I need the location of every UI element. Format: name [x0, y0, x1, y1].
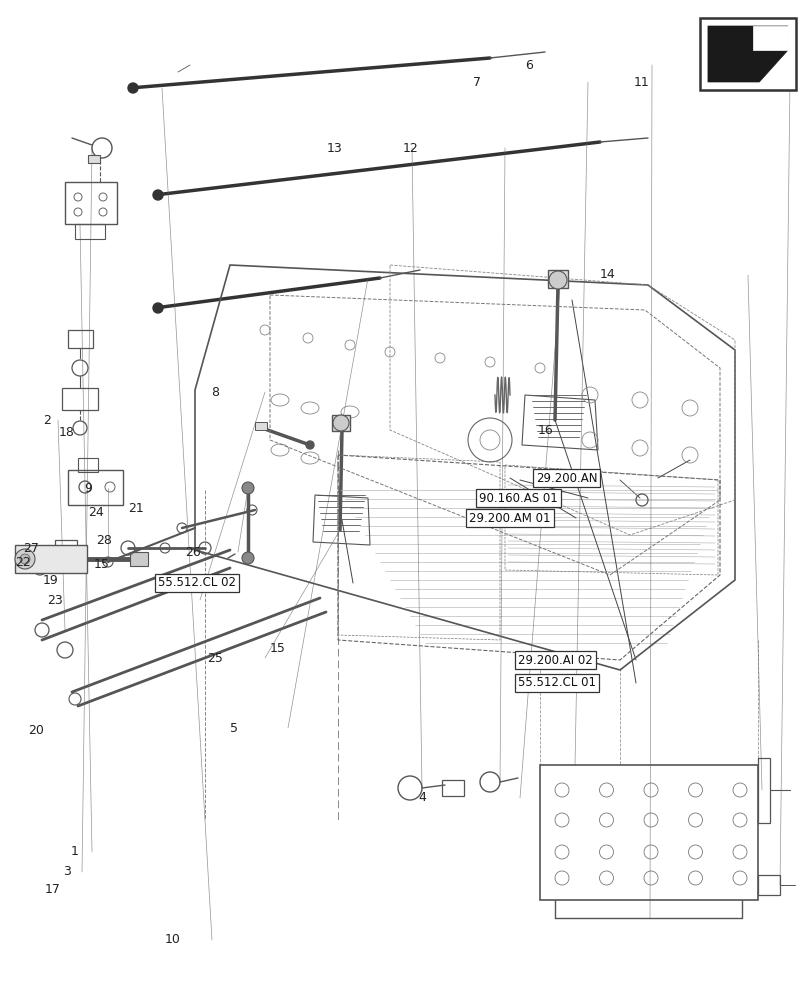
- Circle shape: [20, 554, 30, 564]
- Text: 4: 4: [418, 791, 426, 804]
- Text: 5: 5: [230, 722, 238, 734]
- Text: 11: 11: [633, 76, 649, 89]
- Text: 1: 1: [71, 845, 79, 858]
- Circle shape: [128, 83, 138, 93]
- Bar: [255, 422, 267, 430]
- Bar: [332, 415, 350, 431]
- Bar: [15, 545, 87, 573]
- Bar: [68, 330, 93, 348]
- Text: 26: 26: [185, 546, 201, 558]
- Text: 55.512.CL 02: 55.512.CL 02: [158, 576, 236, 589]
- Text: 29.200.AN: 29.200.AN: [535, 472, 597, 485]
- Text: 23: 23: [47, 593, 63, 606]
- Text: 8: 8: [211, 385, 219, 398]
- Text: 16: 16: [537, 424, 553, 436]
- Circle shape: [242, 482, 254, 494]
- Bar: [62, 388, 98, 410]
- Text: 19: 19: [42, 574, 58, 586]
- Circle shape: [15, 549, 35, 569]
- Bar: [547, 270, 568, 288]
- Text: 27: 27: [23, 542, 39, 554]
- Bar: [441, 780, 463, 796]
- Text: 20: 20: [28, 724, 45, 736]
- Text: 29.200.AI 02: 29.200.AI 02: [517, 654, 592, 666]
- Text: 55.512.CL 01: 55.512.CL 01: [517, 676, 595, 690]
- Text: 28: 28: [96, 534, 112, 546]
- Text: 3: 3: [62, 865, 71, 878]
- Circle shape: [152, 190, 163, 200]
- Text: 24: 24: [88, 506, 104, 518]
- Bar: [130, 552, 148, 566]
- Text: 25: 25: [207, 652, 223, 664]
- Text: 6: 6: [525, 59, 533, 72]
- Text: 2: 2: [43, 414, 51, 426]
- Bar: [55, 540, 77, 555]
- Text: 10: 10: [164, 933, 180, 946]
- Bar: [78, 458, 98, 472]
- Text: 9: 9: [84, 482, 92, 494]
- Bar: [75, 224, 105, 239]
- Text: 12: 12: [401, 142, 418, 155]
- Text: 17: 17: [45, 883, 61, 896]
- Bar: [699, 18, 795, 90]
- Bar: [757, 758, 769, 823]
- Bar: [88, 155, 100, 163]
- Bar: [68, 470, 122, 505]
- Text: 29.200.AM 01: 29.200.AM 01: [469, 512, 550, 524]
- Text: 13: 13: [326, 142, 342, 155]
- Text: 15: 15: [93, 558, 109, 572]
- Circle shape: [548, 271, 566, 289]
- Circle shape: [333, 415, 349, 431]
- Text: 14: 14: [599, 268, 615, 282]
- Polygon shape: [752, 26, 787, 50]
- Polygon shape: [707, 26, 787, 82]
- Text: 90.160.AS 01: 90.160.AS 01: [478, 491, 557, 504]
- Circle shape: [306, 441, 314, 449]
- Text: 15: 15: [269, 642, 285, 654]
- Text: 18: 18: [58, 426, 75, 438]
- Circle shape: [242, 552, 254, 564]
- Bar: [65, 182, 117, 224]
- Bar: [757, 875, 779, 895]
- Text: 7: 7: [473, 76, 481, 89]
- Text: 22: 22: [15, 556, 31, 568]
- Circle shape: [152, 303, 163, 313]
- Text: 21: 21: [128, 502, 144, 514]
